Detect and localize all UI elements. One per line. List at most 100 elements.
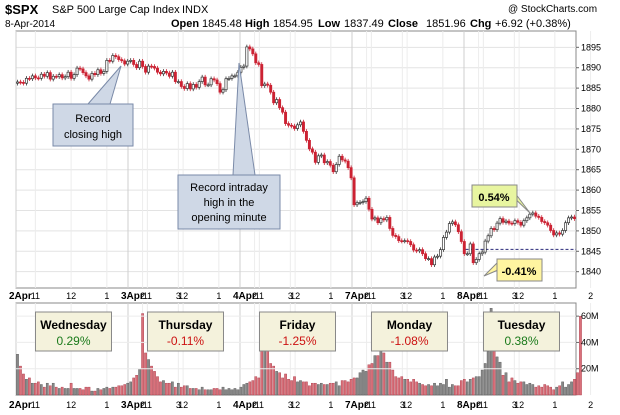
candle <box>436 255 439 258</box>
candle <box>230 75 234 79</box>
volume-bar <box>331 382 335 396</box>
candle <box>424 253 428 259</box>
day-label-monday: Monday -1.08% <box>370 311 448 352</box>
candle <box>322 154 326 164</box>
price-tick-label: 1895 <box>581 42 601 52</box>
volume-bar <box>504 372 508 396</box>
candle <box>534 212 538 217</box>
volume-time-tick-label: 12 <box>66 400 76 410</box>
volume-bar <box>325 384 329 396</box>
volume-bar <box>245 382 249 396</box>
volume-bar <box>102 388 106 396</box>
candle <box>150 65 153 68</box>
candle <box>203 76 207 86</box>
candle <box>200 76 204 82</box>
price-tick-label: 1875 <box>581 124 601 134</box>
candle <box>129 60 133 62</box>
volume-bar <box>382 352 386 396</box>
volume-bar <box>42 386 46 396</box>
volume-bar <box>302 381 305 396</box>
candle <box>30 75 34 80</box>
volume-bar <box>564 386 567 396</box>
volume-time-tick-label: 2 <box>140 400 145 410</box>
volume-bar <box>25 379 28 396</box>
volume-time-tick-label: 4Apr <box>233 400 256 411</box>
price-tick-label: 1855 <box>581 205 601 215</box>
day-change: 0.38% <box>504 334 538 348</box>
volume-bar <box>355 377 359 396</box>
candle <box>546 222 550 226</box>
candle <box>388 217 392 229</box>
day-name: Wednesday <box>40 318 107 332</box>
candle <box>343 159 347 162</box>
watermark: @ StockCharts.com <box>508 4 597 15</box>
chg-value: +6.92 (+0.38%) <box>495 18 571 30</box>
candle <box>123 60 127 65</box>
candle <box>400 240 404 243</box>
candle <box>87 75 91 80</box>
candle <box>66 71 70 78</box>
day-label-box <box>258 311 336 352</box>
volume-bar <box>457 385 460 396</box>
volume-bar <box>28 377 31 396</box>
candle <box>290 124 293 127</box>
volume-bar <box>200 386 204 396</box>
volume-bar <box>242 384 246 396</box>
volume-bar <box>263 346 267 396</box>
time-tick-label: 2 <box>588 291 593 301</box>
volume-bar <box>373 355 377 396</box>
day-label-tuesday: Tuesday 0.38% <box>482 311 560 352</box>
close-value: 1851.96 <box>426 18 466 30</box>
time-tick-label: 2 <box>140 291 145 301</box>
candle <box>233 75 237 78</box>
candle <box>108 60 112 62</box>
candle <box>54 75 58 78</box>
candle <box>120 59 124 62</box>
volume-bar <box>424 385 427 396</box>
volume-time-tick-label: 11 <box>255 400 264 410</box>
time-tick-label: 3Apr <box>121 291 144 302</box>
volume-time-tick-label: 3 <box>288 400 293 410</box>
time-tick-label: 2Apr <box>9 291 32 302</box>
time-tick-label: 8Apr <box>457 291 480 302</box>
time-tick-label: 1 <box>216 291 221 301</box>
candle <box>540 217 544 222</box>
volume-bar <box>293 376 296 396</box>
volume-bar <box>412 379 415 396</box>
candle <box>513 220 517 224</box>
time-tick-label: 4Apr <box>233 291 256 302</box>
volume-bar <box>388 361 392 396</box>
candle <box>90 73 94 80</box>
volume-bar <box>153 371 156 396</box>
day-label-friday: Friday -1.25% <box>258 311 336 352</box>
candle <box>489 228 493 237</box>
candle <box>179 81 183 87</box>
volume-bar <box>236 389 240 396</box>
price-tick-label: 1865 <box>581 165 601 175</box>
volume-bar <box>415 381 418 396</box>
day-label-box <box>146 311 224 352</box>
candle <box>284 111 288 124</box>
candle <box>570 216 573 219</box>
volume-bar <box>403 379 407 396</box>
volume-bar <box>400 376 404 396</box>
candle <box>519 221 523 226</box>
candle <box>135 64 139 69</box>
candle <box>304 131 308 141</box>
volume-bar <box>138 368 141 396</box>
chg-label: Chg <box>470 18 491 30</box>
candle <box>537 215 541 218</box>
volume-time-tick-label: 1 <box>328 400 333 410</box>
record-intraday-callout: Record intraday high in the opening minu… <box>177 62 281 230</box>
time-tick-label: 12 <box>178 291 188 301</box>
volume-bar <box>129 381 132 396</box>
volume-time-tick-label: 11 <box>143 400 152 410</box>
volume-time-tick-label: 1 <box>104 400 109 410</box>
price-tick-label: 1840 <box>581 267 601 277</box>
candle <box>328 161 332 166</box>
record-intraday-line-1: Record intraday <box>190 182 268 194</box>
volume-bar <box>492 348 496 396</box>
volume-bar <box>343 380 347 396</box>
candle <box>19 81 22 84</box>
